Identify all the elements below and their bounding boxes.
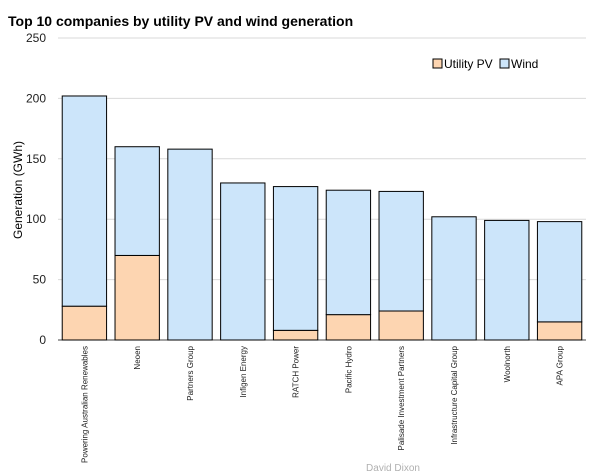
legend-swatch-utility-pv [432,58,443,69]
chart-title: Top 10 companies by utility PV and wind … [8,13,354,29]
bar-segment-utility-pv [536,321,583,341]
y-axis-label: Generation (GWh) [11,141,25,239]
x-tick-label: Infigen Energy [239,346,248,398]
x-tick-labels: Powering Australian Renewables Neoen Partn… [80,345,564,463]
bar-segment-wind [167,148,213,341]
y-tick-labels: 0 50 100 150 200 250 [26,31,46,347]
bar-segment-utility-pv [114,254,160,341]
x-tick-label: Partners Group [186,345,195,400]
bar-segment-wind [61,95,108,307]
y-tick-label: 0 [39,333,46,347]
bar-segment-wind [431,216,477,341]
y-tick-label: 50 [33,273,47,287]
x-tick-label: Woolnorth [503,346,512,382]
y-tick-label: 250 [26,31,46,45]
bar-segment-wind [325,189,372,316]
footer-author: David Dixon [366,463,420,474]
bar-segment-utility-pv [378,310,424,341]
x-tick-label: Pacific Hydro [344,345,353,393]
x-tick-label: Powering Australian Renewables [80,346,89,463]
bar-segment-utility-pv [325,314,372,341]
y-tick-label: 100 [26,212,46,226]
bar-segment-wind [114,146,160,256]
x-tick-label: Neoen [133,346,142,370]
legend: Utility PV Wind [432,57,538,71]
x-tick-label: RATCH Power [292,346,301,398]
x-tick-label: Palisade Investment Partners [397,346,406,451]
bar-segment-wind [378,190,424,312]
bar-segment-wind [220,182,266,341]
bars [61,95,583,341]
legend-label-utility-pv: Utility PV [444,57,493,71]
bar-segment-utility-pv [272,329,319,341]
bar-segment-wind [536,221,583,323]
bar-segment-wind [484,219,530,341]
y-tick-label: 200 [26,91,46,105]
bar-segment-utility-pv [61,305,108,341]
x-tick-label: Infrastructure Capital Group [450,345,459,444]
legend-swatch-wind [499,58,510,69]
bar-segment-wind [272,186,319,331]
x-tick-label: APA Group [556,345,565,385]
legend-label-wind: Wind [511,57,538,71]
y-tick-label: 150 [26,152,46,166]
